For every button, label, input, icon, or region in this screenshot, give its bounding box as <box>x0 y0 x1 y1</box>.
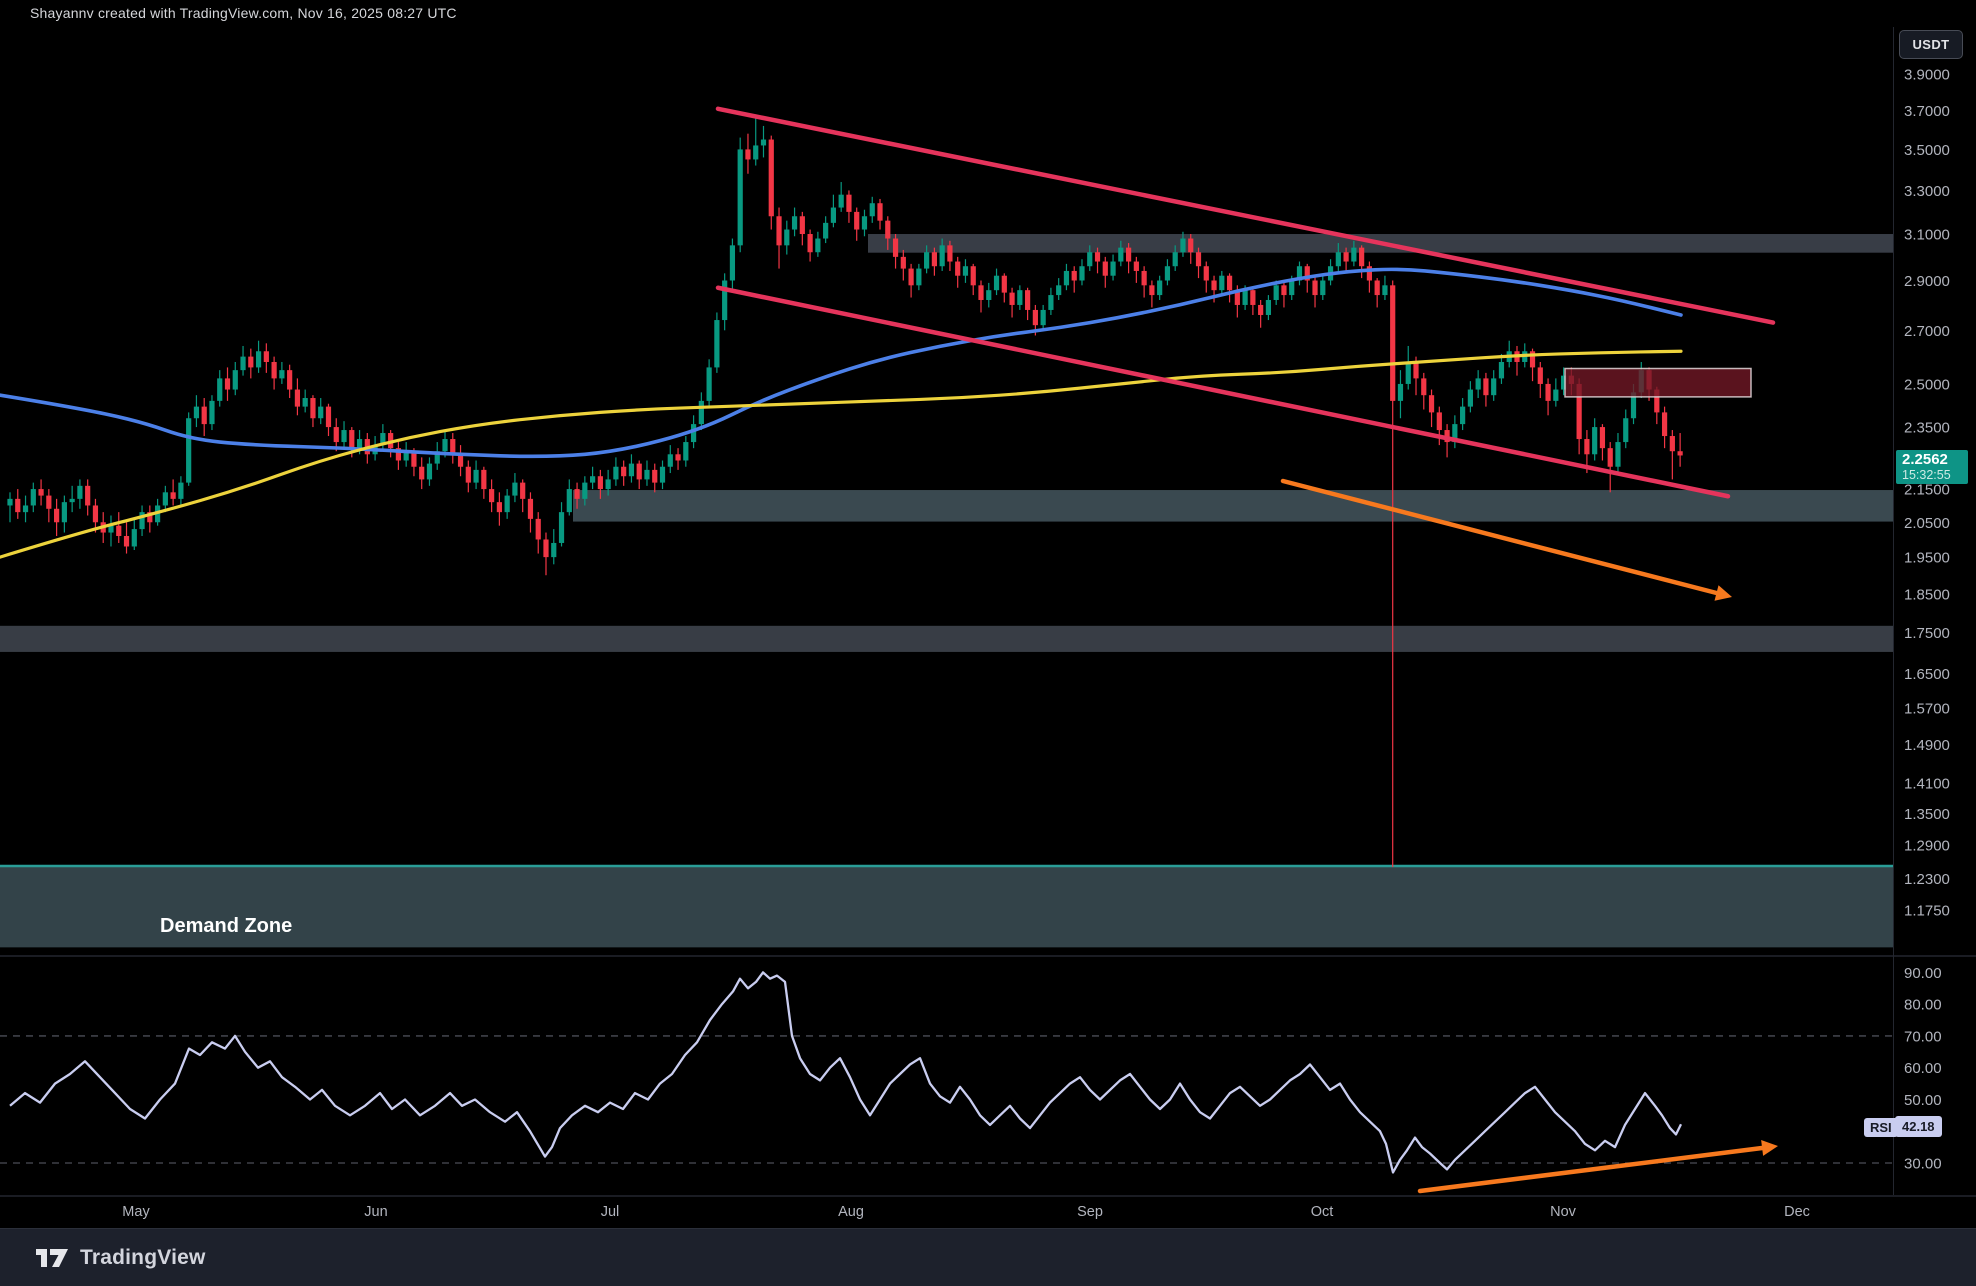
time-axis-label-aug: Aug <box>838 1204 864 1220</box>
demand-zone <box>0 865 1893 948</box>
price-axis-label: 3.5000 <box>1904 142 1950 159</box>
candles-layer <box>7 118 1683 868</box>
price-axis-label: 3.9000 <box>1904 67 1950 84</box>
price-axis-label: 1.1750 <box>1904 903 1950 920</box>
rsi-axis-label: 30.00 <box>1904 1156 1942 1173</box>
moving-averages-layer <box>0 267 1683 559</box>
time-axis-label-sep: Sep <box>1077 1204 1103 1220</box>
price-axis-label: 2.3500 <box>1904 420 1950 437</box>
rsi-pane-layer <box>0 971 1893 1174</box>
bottom-toolbar: TradingView <box>0 1228 1976 1286</box>
price-axis-label: 2.0500 <box>1904 515 1950 532</box>
zones-layer <box>0 234 1893 948</box>
price-axis-label: 1.3500 <box>1904 806 1950 823</box>
ma-yellow <box>0 349 1683 559</box>
rsi-axis-label: 60.00 <box>1904 1060 1942 1077</box>
rsi-axis-label: 90.00 <box>1904 965 1942 982</box>
price-axis-label: 1.2900 <box>1904 838 1950 855</box>
price-axis-label: 1.4100 <box>1904 776 1950 793</box>
rsi-axis-label: 70.00 <box>1904 1028 1942 1045</box>
rsi-value-badge: 42.18 <box>1895 1116 1942 1137</box>
price-axis-label: 3.7000 <box>1904 103 1950 120</box>
rsi-divergence-arrow[interactable] <box>1417 1140 1778 1194</box>
price-axis-label: 1.7500 <box>1904 625 1950 642</box>
price-axis-label: 3.3000 <box>1904 183 1950 200</box>
ma-blue <box>0 267 1683 459</box>
channel-upper[interactable] <box>715 106 1776 325</box>
rsi-line <box>9 971 1683 1174</box>
tradingview-logo-text: TradingView <box>80 1246 206 1269</box>
price-axis-label: 1.2300 <box>1904 871 1950 888</box>
price-axis-label: 2.5000 <box>1904 376 1950 393</box>
time-axis-label-nov: Nov <box>1550 1204 1577 1220</box>
time-axis-label-may: May <box>122 1204 150 1220</box>
time-axis-label-jul: Jul <box>601 1204 620 1220</box>
time-axis-label-jun: Jun <box>364 1204 387 1220</box>
rsi-axis-label: 50.00 <box>1904 1092 1942 1109</box>
rsi-indicator-label: RSI <box>1864 1118 1898 1137</box>
demand-zone-label: Demand Zone <box>160 915 293 937</box>
price-axis[interactable]: 3.9000 3.7000 3.5000 3.3000 3.1000 2.9000 2.70… <box>1904 67 1950 920</box>
support-zone-2.15 <box>573 490 1893 522</box>
time-axis[interactable]: May Jun Jul Aug Sep Oct Nov Dec <box>122 1204 1810 1220</box>
attribution-text: Shayannv created with TradingView.com, N… <box>30 5 457 21</box>
resistance-box[interactable] <box>1564 367 1752 398</box>
time-axis-label-oct: Oct <box>1311 1204 1334 1220</box>
channel-lower[interactable] <box>715 285 1731 499</box>
trendlines-layer <box>715 106 1776 499</box>
price-axis-label: 1.4900 <box>1904 737 1950 754</box>
price-axis-label: 1.5700 <box>1904 701 1950 718</box>
tradingview-logo-link[interactable]: TradingView <box>34 1246 206 1270</box>
price-axis-label: 2.1500 <box>1904 482 1950 499</box>
last-price-value: 2.2562 <box>1902 451 1948 468</box>
time-axis-label-dec: Dec <box>1784 1204 1810 1220</box>
price-axis-label: 1.9500 <box>1904 550 1950 567</box>
price-projection-arrow[interactable] <box>1280 478 1732 601</box>
bar-countdown: 15:32:55 <box>1902 467 1951 482</box>
tradingview-logo-icon <box>36 1249 68 1267</box>
price-axis-label: 1.8500 <box>1904 586 1950 603</box>
price-axis-label: 2.9000 <box>1904 273 1950 290</box>
last-price-badge: 2.2562 15:32:55 <box>1896 450 1968 485</box>
rsi-axis-label: 80.00 <box>1904 997 1942 1014</box>
price-axis-label: 1.6500 <box>1904 666 1950 683</box>
support-zone-1.75 <box>0 625 1893 652</box>
price-axis-label: 2.7000 <box>1904 323 1950 340</box>
price-axis-label: 3.1000 <box>1904 227 1950 244</box>
currency-toggle-button[interactable]: USDT <box>1899 30 1963 59</box>
